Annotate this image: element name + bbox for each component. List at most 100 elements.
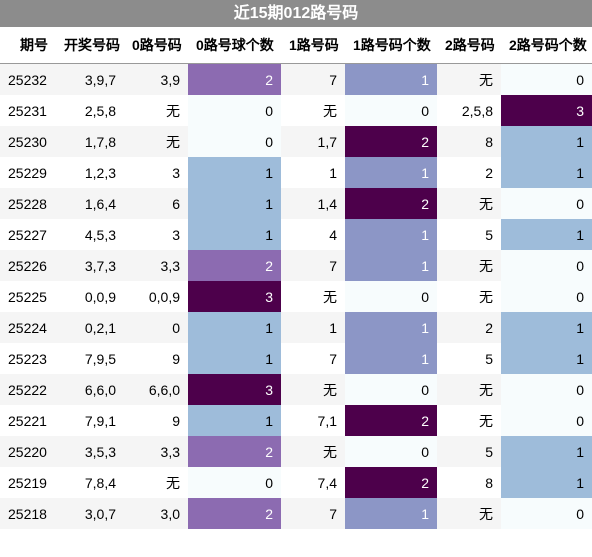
table-row: 25231 2,5,8 无 0 无 0 2,5,8 3 bbox=[0, 95, 592, 126]
issue-cell: 25222 bbox=[0, 374, 56, 405]
issue-cell: 25221 bbox=[0, 405, 56, 436]
route1-count-cell: 1 bbox=[345, 498, 437, 529]
issue-cell: 25225 bbox=[0, 281, 56, 312]
route1-count-cell: 2 bbox=[345, 405, 437, 436]
table-row: 25223 7,9,5 9 1 7 1 5 1 bbox=[0, 343, 592, 374]
issue-cell: 25220 bbox=[0, 436, 56, 467]
route0-cell: 3,3 bbox=[124, 436, 188, 467]
route0-count-cell: 0 bbox=[188, 126, 281, 157]
route0-count-cell: 3 bbox=[188, 374, 281, 405]
route2-count-cell: 0 bbox=[501, 281, 592, 312]
draw-cell: 2,5,8 bbox=[56, 95, 124, 126]
route2-count-cell: 0 bbox=[501, 188, 592, 219]
draw-cell: 3,0,7 bbox=[56, 498, 124, 529]
route0-count-cell: 0 bbox=[188, 95, 281, 126]
route2-count-cell: 0 bbox=[501, 250, 592, 281]
route0-cell: 3,9 bbox=[124, 63, 188, 95]
route1-cell: 7,4 bbox=[281, 467, 345, 498]
header-route0-count: 0路号球个数 bbox=[188, 27, 281, 64]
route2-cell: 无 bbox=[437, 63, 501, 95]
table-row: 25229 1,2,3 3 1 1 1 2 1 bbox=[0, 157, 592, 188]
draw-cell: 4,5,3 bbox=[56, 219, 124, 250]
header-row: 期号 开奖号码 0路号码 0路号球个数 1路号码 1路号码个数 2路号码 2路号… bbox=[0, 27, 592, 64]
table-row: 25220 3,5,3 3,3 2 无 0 5 1 bbox=[0, 436, 592, 467]
route1-cell: 1,7 bbox=[281, 126, 345, 157]
route1-count-cell: 1 bbox=[345, 63, 437, 95]
route1-cell: 1 bbox=[281, 312, 345, 343]
draw-cell: 1,6,4 bbox=[56, 188, 124, 219]
header-route2-count: 2路号码个数 bbox=[501, 27, 592, 64]
issue-cell: 25226 bbox=[0, 250, 56, 281]
route0-count-cell: 1 bbox=[188, 343, 281, 374]
header-route1: 1路号码 bbox=[281, 27, 345, 64]
draw-cell: 3,9,7 bbox=[56, 63, 124, 95]
route0-cell: 0 bbox=[124, 312, 188, 343]
table-row: 25219 7,8,4 无 0 7,4 2 8 1 bbox=[0, 467, 592, 498]
route2-count-cell: 1 bbox=[501, 219, 592, 250]
route1-cell: 无 bbox=[281, 374, 345, 405]
route0-count-cell: 0 bbox=[188, 467, 281, 498]
route1-cell: 7 bbox=[281, 250, 345, 281]
route0-count-cell: 2 bbox=[188, 250, 281, 281]
route2-cell: 无 bbox=[437, 250, 501, 281]
route1-count-cell: 1 bbox=[345, 219, 437, 250]
route1-count-cell: 2 bbox=[345, 188, 437, 219]
table-row: 25227 4,5,3 3 1 4 1 5 1 bbox=[0, 219, 592, 250]
header-route2: 2路号码 bbox=[437, 27, 501, 64]
table-row: 25218 3,0,7 3,0 2 7 1 无 0 bbox=[0, 498, 592, 529]
route0-cell: 3,0 bbox=[124, 498, 188, 529]
draw-cell: 7,9,5 bbox=[56, 343, 124, 374]
route0-count-cell: 2 bbox=[188, 63, 281, 95]
route1-count-cell: 0 bbox=[345, 95, 437, 126]
table-row: 25222 6,6,0 6,6,0 3 无 0 无 0 bbox=[0, 374, 592, 405]
route0-cell: 6 bbox=[124, 188, 188, 219]
route0-cell: 3 bbox=[124, 157, 188, 188]
route2-cell: 5 bbox=[437, 219, 501, 250]
issue-cell: 25230 bbox=[0, 126, 56, 157]
route2-count-cell: 1 bbox=[501, 126, 592, 157]
route1-count-cell: 1 bbox=[345, 157, 437, 188]
draw-cell: 1,2,3 bbox=[56, 157, 124, 188]
route2-count-cell: 1 bbox=[501, 343, 592, 374]
route1-count-cell: 2 bbox=[345, 126, 437, 157]
route0-cell: 6,6,0 bbox=[124, 374, 188, 405]
draw-cell: 0,2,1 bbox=[56, 312, 124, 343]
route2-cell: 无 bbox=[437, 498, 501, 529]
route2-count-cell: 0 bbox=[501, 63, 592, 95]
route2-cell: 无 bbox=[437, 374, 501, 405]
table-row: 25232 3,9,7 3,9 2 7 1 无 0 bbox=[0, 63, 592, 95]
route1-count-cell: 1 bbox=[345, 343, 437, 374]
route0-count-cell: 1 bbox=[188, 219, 281, 250]
route1-count-cell: 2 bbox=[345, 467, 437, 498]
route0-count-cell: 1 bbox=[188, 312, 281, 343]
header-draw: 开奖号码 bbox=[56, 27, 124, 64]
route1-cell: 7 bbox=[281, 63, 345, 95]
route2-cell: 无 bbox=[437, 405, 501, 436]
route1-count-cell: 0 bbox=[345, 281, 437, 312]
table-row: 25225 0,0,9 0,0,9 3 无 0 无 0 bbox=[0, 281, 592, 312]
route1-count-cell: 1 bbox=[345, 250, 437, 281]
issue-cell: 25228 bbox=[0, 188, 56, 219]
table-row: 25224 0,2,1 0 1 1 1 2 1 bbox=[0, 312, 592, 343]
route0-cell: 3 bbox=[124, 219, 188, 250]
header-route0: 0路号码 bbox=[124, 27, 188, 64]
route2-cell: 5 bbox=[437, 343, 501, 374]
route2-cell: 无 bbox=[437, 188, 501, 219]
issue-cell: 25227 bbox=[0, 219, 56, 250]
route1-count-cell: 1 bbox=[345, 312, 437, 343]
route2-count-cell: 1 bbox=[501, 467, 592, 498]
route1-count-cell: 0 bbox=[345, 436, 437, 467]
table-row: 25226 3,7,3 3,3 2 7 1 无 0 bbox=[0, 250, 592, 281]
route1-cell: 无 bbox=[281, 281, 345, 312]
header-issue: 期号 bbox=[0, 27, 56, 64]
issue-cell: 25219 bbox=[0, 467, 56, 498]
draw-cell: 6,6,0 bbox=[56, 374, 124, 405]
table-row: 25221 7,9,1 9 1 7,1 2 无 0 bbox=[0, 405, 592, 436]
issue-cell: 25223 bbox=[0, 343, 56, 374]
route0-cell: 3,3 bbox=[124, 250, 188, 281]
route2-cell: 5 bbox=[437, 436, 501, 467]
route2-count-cell: 0 bbox=[501, 498, 592, 529]
issue-cell: 25224 bbox=[0, 312, 56, 343]
table-row: 25228 1,6,4 6 1 1,4 2 无 0 bbox=[0, 188, 592, 219]
route0-cell: 9 bbox=[124, 405, 188, 436]
